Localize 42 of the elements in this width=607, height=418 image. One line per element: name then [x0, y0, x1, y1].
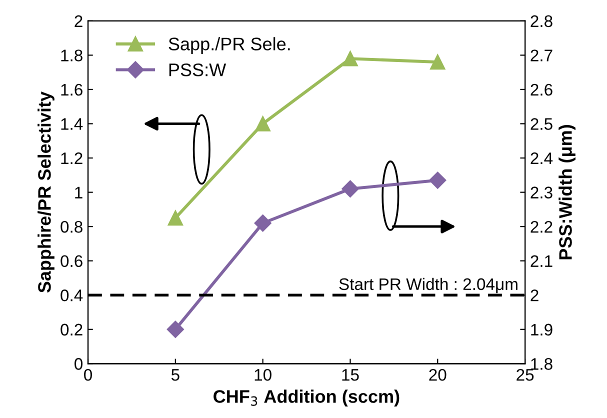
y-tick-label: 1.8: [61, 50, 82, 62]
y2-tick-label: 2.4: [530, 152, 553, 164]
point: [430, 54, 446, 70]
y2-tick-label: 2.8: [530, 15, 552, 28]
y-tick-label: 1.6: [61, 84, 82, 96]
y2-axis-title: PSS:Width (μm): [558, 125, 576, 260]
legend-label: Sapp./PR Sele.: [168, 37, 290, 54]
y2-tick-label: 1.8: [531, 358, 552, 370]
y2-tick-label: 2.7: [530, 50, 552, 62]
y-tick-label: 1.2: [61, 152, 82, 164]
x-tick-label: 15: [342, 369, 359, 381]
y-tick-label: 2: [74, 15, 82, 27]
y2-tick-label: 2.5: [530, 118, 552, 130]
point: [429, 172, 446, 189]
y-tick-label: 0.8: [60, 220, 82, 233]
x-tick-label: 20: [429, 368, 446, 381]
y-tick-label: 0: [74, 358, 83, 370]
y-tick-label: 0.6: [60, 255, 82, 268]
y2-tick-label: 2.2: [530, 220, 552, 233]
y-tick-label: 0.2: [60, 324, 82, 336]
y-tick-label: 1: [75, 186, 82, 198]
y2-tick-label: 1.9: [531, 324, 552, 336]
y2-tick-label: 2.6: [530, 84, 552, 96]
y-axis-title: Sapphire/PR Selectivity: [38, 92, 54, 293]
point: [342, 50, 358, 66]
x-tick-label: 10: [254, 368, 272, 381]
legend-label: PSS:W: [169, 63, 226, 76]
point: [342, 180, 359, 198]
point: [254, 214, 272, 232]
y-tick-label: 0.4: [60, 290, 83, 302]
point: [255, 116, 270, 132]
point: [168, 210, 184, 226]
y2-tick-label: 2: [530, 290, 538, 302]
x-axis-title: CHF$_{3}$ Addition (sccm): [214, 390, 400, 406]
y2-tick-label: 2.3: [530, 186, 552, 198]
y2-tick-label: 2.1: [530, 255, 552, 267]
annotation: Start PR Width : 2.04μm: [339, 278, 518, 294]
point: [166, 320, 184, 338]
y-tick-label: 1.4: [61, 118, 83, 130]
x-tick-label: 25: [516, 368, 534, 381]
x-tick-label: 5: [171, 369, 180, 381]
x-tick-label: 0: [84, 368, 92, 381]
